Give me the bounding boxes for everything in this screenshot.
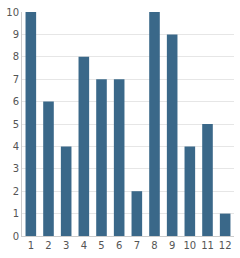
svg-text:2: 2	[45, 240, 51, 251]
svg-text:7: 7	[13, 74, 19, 85]
svg-text:11: 11	[201, 240, 214, 251]
svg-text:5: 5	[13, 119, 19, 130]
svg-text:3: 3	[63, 240, 69, 251]
svg-text:10: 10	[183, 240, 196, 251]
svg-text:4: 4	[13, 141, 19, 152]
svg-text:5: 5	[98, 240, 104, 251]
svg-text:1: 1	[28, 240, 34, 251]
svg-text:8: 8	[151, 240, 157, 251]
svg-text:10: 10	[6, 7, 19, 18]
svg-text:6: 6	[13, 96, 19, 107]
svg-text:3: 3	[13, 163, 19, 174]
svg-text:12: 12	[219, 240, 232, 251]
svg-text:7: 7	[134, 240, 140, 251]
svg-text:8: 8	[13, 51, 19, 62]
svg-text:0: 0	[13, 231, 19, 242]
svg-text:9: 9	[169, 240, 175, 251]
svg-text:9: 9	[13, 29, 19, 40]
svg-text:4: 4	[81, 240, 87, 251]
svg-text:2: 2	[13, 186, 19, 197]
svg-text:1: 1	[13, 208, 19, 219]
svg-text:6: 6	[116, 240, 122, 251]
